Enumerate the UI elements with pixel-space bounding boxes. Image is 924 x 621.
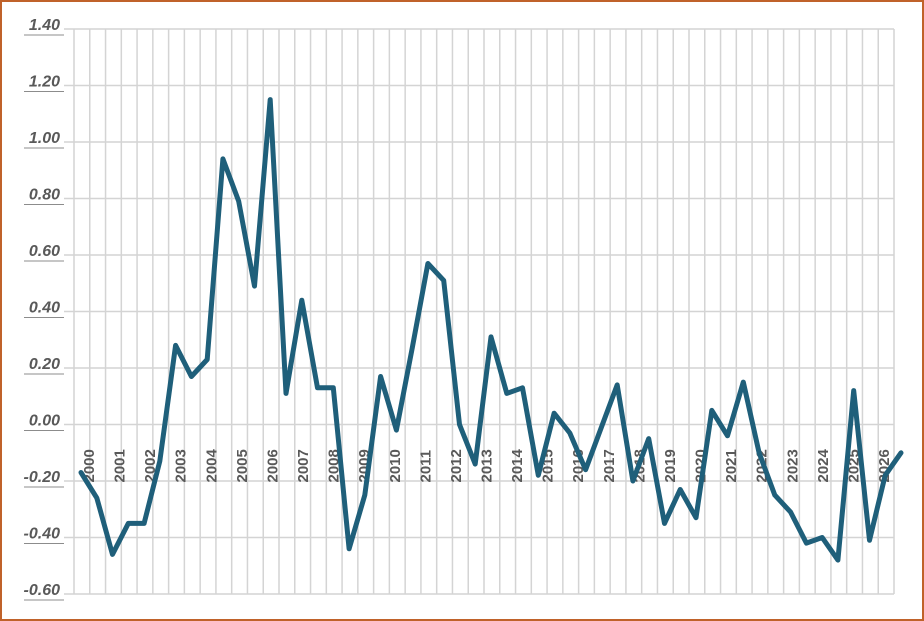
x-tick-label: 2000 (81, 449, 98, 482)
y-tick-label: 1.00 (29, 130, 60, 147)
horizontal-gridlines (64, 28, 894, 595)
x-tick-label: 2019 (662, 449, 679, 482)
x-tick-label: 2004 (203, 448, 220, 482)
series-layer (78, 97, 904, 563)
series-line (78, 97, 904, 563)
x-tick-label: 2006 (264, 449, 281, 482)
x-tick-label: 2010 (387, 449, 404, 482)
x-tick-label: 2021 (723, 449, 740, 482)
y-tick-label: 0.20 (29, 356, 60, 373)
x-tick-label: 2011 (417, 450, 434, 483)
y-tick-label: 0.80 (29, 187, 60, 204)
y-tick-label: 1.40 (29, 17, 60, 34)
x-tick-label: 2023 (784, 449, 801, 482)
x-tick-label: 2007 (295, 449, 312, 482)
y-tick-label: 0.40 (29, 300, 60, 317)
x-tick-label: 2013 (479, 449, 496, 482)
y-tick-label: 0.00 (29, 413, 60, 430)
x-tick-label: 2001 (112, 449, 129, 482)
y-tick-label: -0.60 (24, 582, 61, 599)
x-tick-label: 2024 (815, 448, 832, 482)
vertical-gridlines (73, 29, 895, 594)
x-axis-ticks: 2000 2001 2002 2003 2004 2005 2006 2007 2008 2009… (81, 448, 893, 482)
x-tick-label: 2014 (509, 448, 526, 482)
x-tick-label: 2005 (234, 449, 251, 482)
y-tick-label: -0.20 (24, 469, 61, 486)
x-tick-label: 2012 (448, 449, 465, 482)
x-tick-label: 2017 (601, 449, 618, 482)
x-tick-label: 2003 (173, 449, 190, 482)
y-tick-label: -0.40 (24, 526, 61, 543)
y-tick-label: 0.60 (29, 243, 60, 260)
y-tick-label: 1.20 (29, 74, 60, 91)
y-axis-ticks: 1.40 1.20 1.00 0.80 0.60 0.40 0.20 0.00 -0.20 -0.… (24, 17, 64, 601)
